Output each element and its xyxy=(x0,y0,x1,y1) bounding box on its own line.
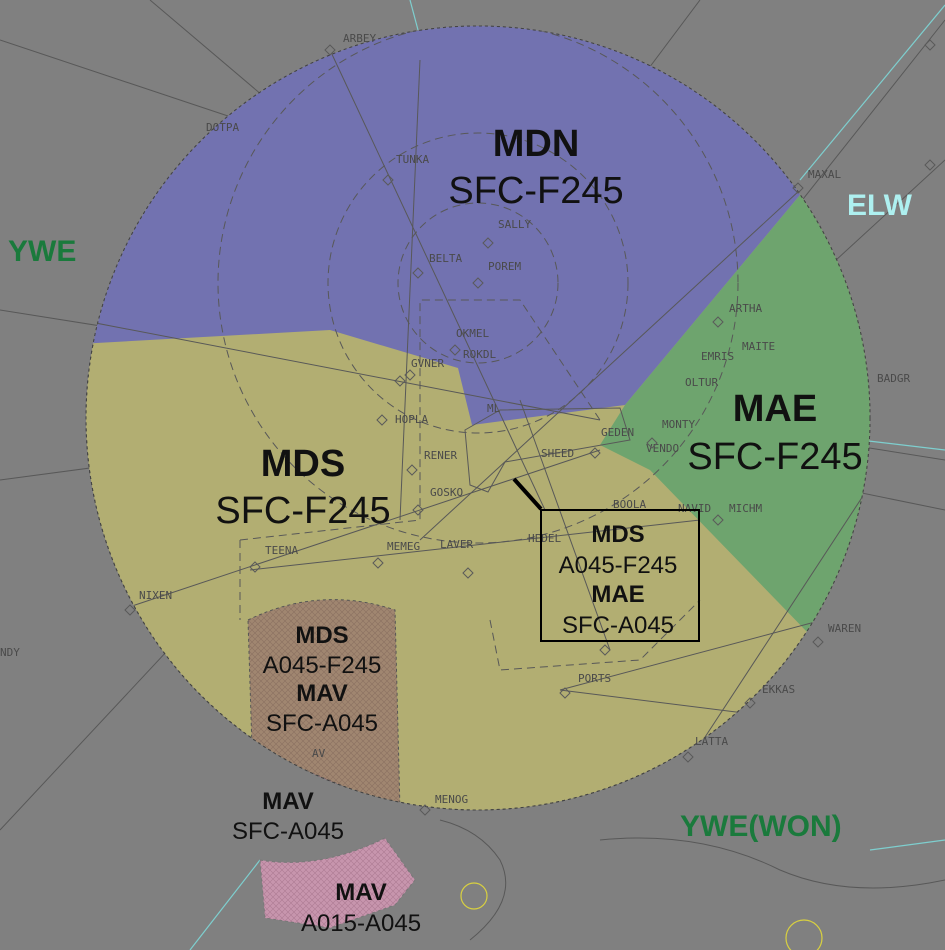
waypoint-gvner: GVNER xyxy=(411,357,444,370)
sector-mae-altitude: SFC-F245 xyxy=(687,436,862,478)
waypoint-labels: ARBEY DOTPA TUNKA SALLY BELTA POREM OKME… xyxy=(0,32,910,806)
waypoint-memeg: MEMEG xyxy=(387,540,420,553)
external-elw-label: ELW xyxy=(847,189,913,222)
waypoint-maite: MAITE xyxy=(742,340,775,353)
waypoint-hedel: HEDEL xyxy=(528,532,561,545)
waypoint-ml: ML xyxy=(487,402,501,415)
inset-box[interactable] xyxy=(540,509,700,642)
waypoint-laver: LAVER xyxy=(440,538,473,551)
inset-leader-line xyxy=(512,477,543,511)
waypoint-boola: BOOLA xyxy=(613,498,646,511)
waypoint-artha: ARTHA xyxy=(729,302,762,315)
waypoint-tunka: TUNKA xyxy=(396,153,429,166)
navaid-circle xyxy=(785,919,823,950)
interior-routes xyxy=(86,26,870,761)
inset-mds-altitude: A045-F245 xyxy=(559,552,678,579)
inset-mae-altitude: SFC-A045 xyxy=(562,612,674,639)
box-mav-altitude: SFC-A045 xyxy=(266,710,378,737)
waypoint-markers xyxy=(124,39,936,816)
sector-mav-high-area[interactable] xyxy=(259,837,416,929)
waypoint-ekkas: EKKAS xyxy=(762,683,795,696)
waypoint-sally: SALLY xyxy=(498,218,531,231)
waypoint-arbey: ARBEY xyxy=(343,32,376,45)
external-ywe-label: YWE xyxy=(8,235,76,268)
waypoint-waren: WAREN xyxy=(828,622,861,635)
waypoint-dotpa: DOTPA xyxy=(206,121,239,134)
sector-mdn-name: MDN xyxy=(493,123,580,165)
waypoint-av: AV xyxy=(312,747,326,760)
sector-mav-high-altitude: A015-A045 xyxy=(301,910,421,937)
inset-mds-name: MDS xyxy=(591,521,644,548)
navaid-circle xyxy=(460,882,488,910)
sector-mdn-altitude: SFC-F245 xyxy=(448,170,623,212)
sector-mav-high-name: MAV xyxy=(335,879,387,906)
waypoint-ndy: NDY xyxy=(0,646,20,659)
waypoint-michm: MICHM xyxy=(729,502,762,515)
waypoint-belta: BELTA xyxy=(429,252,462,265)
sector-mds-mav-hatched-area[interactable] xyxy=(247,599,401,810)
box-mav-name: MAV xyxy=(296,680,348,707)
sector-mds-name: MDS xyxy=(261,443,345,485)
waypoint-vendo: VENDO xyxy=(646,442,679,455)
waypoint-porem: POREM xyxy=(488,260,521,273)
waypoint-nixen: NIXEN xyxy=(139,589,172,602)
inset-mae-name: MAE xyxy=(591,581,644,608)
waypoint-geden: GEDEN xyxy=(601,426,634,439)
external-sector-labels: YWE ELW YWE(WON) xyxy=(8,189,913,843)
waypoint-monty: MONTY xyxy=(662,418,695,431)
sector-mav-low-name: MAV xyxy=(262,788,314,815)
waypoint-hopla: HOPLA xyxy=(395,413,428,426)
waypoint-emris: EMRIS xyxy=(701,350,734,363)
waypoint-okmel: OKMEL xyxy=(456,327,489,340)
waypoint-ports: PORTS xyxy=(578,672,611,685)
sector-labels: MDN SFC-F245 MDS SFC-F245 MAE SFC-F245 M… xyxy=(215,123,862,937)
waypoint-rener: RENER xyxy=(424,449,457,462)
box-mds-name: MDS xyxy=(295,622,348,649)
waypoint-rokdl: ROKDL xyxy=(463,348,496,361)
waypoint-oltur: OLTUR xyxy=(685,376,718,389)
waypoint-sheed: SHEED xyxy=(541,447,574,460)
external-ywe-won-label: YWE(WON) xyxy=(680,810,842,843)
waypoint-navid: NAVID xyxy=(678,502,711,515)
waypoint-gosko: GOSKO xyxy=(430,486,463,499)
sector-mav-low-altitude: SFC-A045 xyxy=(232,818,344,845)
sector-mae-name: MAE xyxy=(733,388,817,430)
sector-mds-altitude: SFC-F245 xyxy=(215,490,390,532)
sector-mdn-area[interactable] xyxy=(60,0,800,425)
waypoint-maxal: MAXAL xyxy=(808,168,841,181)
waypoint-badgr: BADGR xyxy=(877,372,910,385)
waypoint-teena: TEENA xyxy=(265,544,298,557)
waypoint-latta: LATTA xyxy=(695,735,728,748)
box-mds-altitude: A045-F245 xyxy=(263,652,382,679)
waypoint-menog: MENOG xyxy=(435,793,468,806)
